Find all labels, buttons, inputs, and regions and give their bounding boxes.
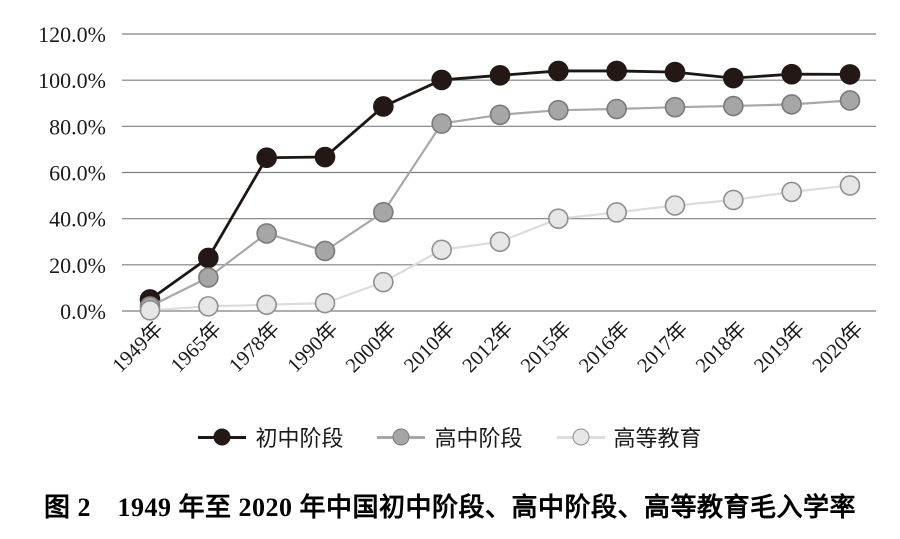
x-tick-label: 2020年 — [808, 317, 868, 377]
chart-legend: 初中阶段 高中阶段 高等教育 — [0, 416, 900, 458]
point-senior-high — [314, 240, 336, 262]
y-tick-label: 20.0% — [49, 253, 106, 278]
x-tick-label: 1978年 — [224, 317, 284, 377]
point-junior-high — [431, 69, 452, 91]
legend-dot-icon — [392, 428, 410, 446]
point-senior-high — [606, 98, 627, 120]
point-junior-high — [723, 67, 744, 89]
point-junior-high — [839, 64, 861, 85]
point-junior-high — [314, 146, 336, 168]
point-higher-education — [431, 239, 452, 261]
x-tick-label: 2018年 — [691, 317, 751, 377]
point-senior-high — [256, 223, 277, 244]
x-tick-label: 2016年 — [574, 317, 634, 377]
legend-marker-higher-education — [556, 428, 605, 446]
point-senior-high — [839, 90, 861, 111]
x-tick-label: 2019年 — [749, 317, 809, 377]
y-tick-label: 80.0% — [49, 114, 106, 139]
point-senior-high — [198, 267, 219, 288]
point-junior-high — [781, 63, 802, 85]
point-higher-education — [489, 231, 511, 253]
point-higher-education — [548, 208, 569, 229]
x-tick-label: 2015年 — [516, 317, 576, 377]
point-higher-education — [373, 271, 394, 293]
enrollment-line-chart: 120.0% 100.0% 80.0% 60.0% 40.0% 20.0% 0.0%1949… — [38, 22, 876, 377]
point-junior-high — [664, 61, 686, 83]
x-tick-label: 2017年 — [633, 317, 693, 377]
y-tick-label: 120.0% — [38, 22, 106, 47]
point-higher-education — [664, 195, 686, 216]
y-tick-label: 40.0% — [49, 207, 106, 232]
point-higher-education — [314, 292, 336, 314]
point-senior-high — [781, 94, 802, 115]
legend-marker-junior-high — [198, 428, 247, 446]
y-tick-label: 100.0% — [38, 68, 106, 93]
point-junior-high — [606, 60, 627, 82]
point-senior-high — [431, 113, 452, 134]
legend-dot-icon — [572, 428, 589, 446]
legend-label-senior-high: 高中阶段 — [434, 426, 523, 451]
legend-dot-icon — [213, 428, 231, 446]
point-higher-education — [723, 189, 744, 211]
point-senior-high — [548, 99, 569, 121]
x-tick-label: 1965年 — [166, 317, 226, 377]
point-higher-education — [256, 294, 277, 316]
point-higher-education — [781, 181, 802, 203]
y-tick-label: 0.0% — [60, 299, 106, 324]
line-senior-high — [149, 99, 851, 308]
point-senior-high — [664, 96, 686, 118]
x-tick-label: 1949年 — [108, 317, 168, 377]
point-higher-education — [198, 296, 219, 317]
legend-label-junior-high: 初中阶段 — [255, 426, 344, 451]
legend-marker-senior-high — [377, 428, 426, 446]
x-tick-label: 2012年 — [458, 317, 518, 377]
x-tick-label: 2010年 — [399, 317, 459, 377]
point-junior-high — [548, 60, 569, 82]
point-higher-education — [839, 175, 861, 196]
x-tick-label: 2000年 — [341, 317, 401, 377]
point-senior-high — [723, 95, 744, 117]
legend-item-senior-high: 高中阶段 — [377, 421, 523, 453]
y-tick-label: 60.0% — [49, 161, 106, 186]
point-junior-high — [373, 96, 394, 117]
legend-item-junior-high: 初中阶段 — [198, 421, 343, 453]
point-senior-high — [373, 201, 394, 223]
figure-caption: 图 2 1949 年至 2020 年中国初中阶段、高中阶段、高等教育毛入学率 — [43, 493, 856, 522]
point-senior-high — [489, 104, 511, 126]
point-higher-education — [139, 300, 161, 321]
legend-item-higher-education: 高等教育 — [556, 421, 702, 453]
point-higher-education — [606, 202, 627, 223]
point-junior-high — [489, 65, 511, 86]
point-junior-high — [256, 147, 277, 169]
legend-label-higher-education: 高等教育 — [613, 426, 702, 451]
x-tick-label: 1990年 — [283, 317, 343, 377]
point-junior-high — [198, 247, 219, 269]
